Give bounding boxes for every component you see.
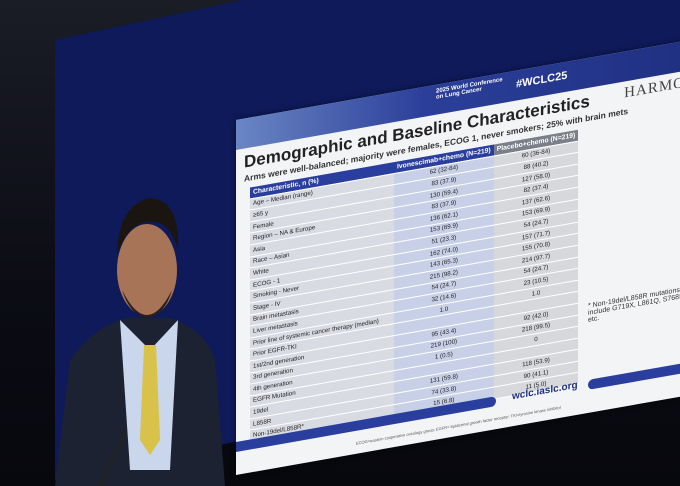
footnote: * Non-19del/L858R mutations include G719… (588, 286, 680, 324)
face (117, 224, 177, 316)
hashtag: #WCLC25 (516, 69, 568, 91)
microphone (98, 429, 127, 486)
footer-bar (588, 359, 680, 390)
tie (140, 345, 160, 455)
hair (117, 198, 179, 255)
beard (122, 290, 172, 318)
